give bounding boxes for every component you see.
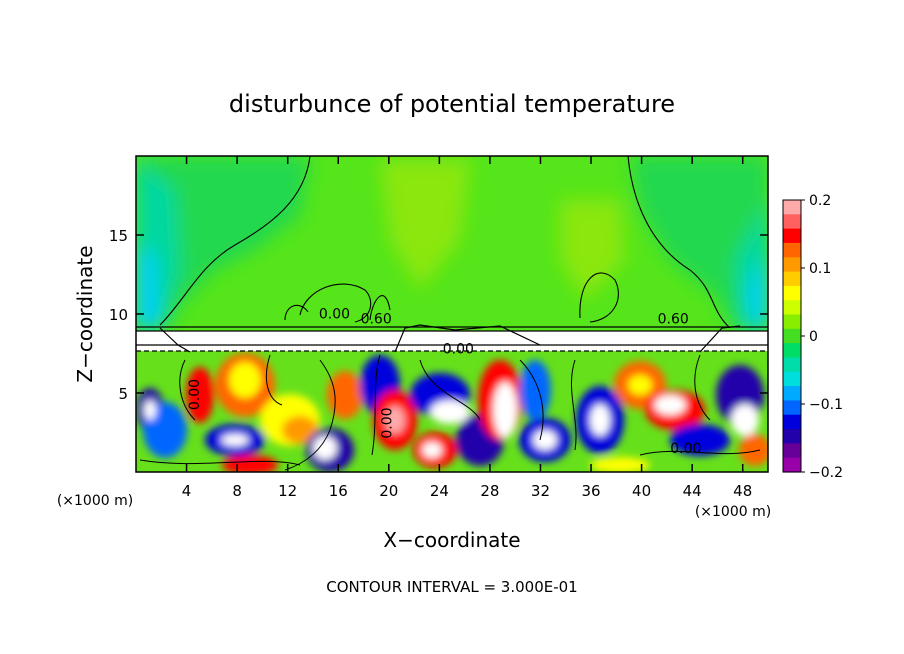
x-axis: 4 8 12 16 20 24 28 32 36 40 44 48 <box>182 156 752 500</box>
colorbar-swatch <box>783 429 801 444</box>
upper-contours <box>159 156 731 329</box>
y-tick-label: 15 <box>109 227 128 245</box>
interface-band <box>136 331 768 351</box>
colorbar-swatch <box>783 314 801 330</box>
plot-area <box>135 155 769 473</box>
contour-label: 0.60 <box>361 311 392 327</box>
colorbar-swatch <box>783 343 801 359</box>
colorbar-tick-label: 0.1 <box>809 261 831 277</box>
x-tick-label: 24 <box>430 482 449 500</box>
colorbar-swatch <box>783 386 801 402</box>
colorbar-swatch <box>783 257 801 273</box>
colorbar-swatch <box>783 200 801 215</box>
x-tick-label: 8 <box>232 482 242 500</box>
colorbar-swatch <box>783 328 801 344</box>
lower-field-cells <box>136 353 768 472</box>
colorbar-swatch <box>783 414 801 430</box>
contour-label: 0.00 <box>319 307 350 323</box>
y-tick-label: 10 <box>109 306 128 324</box>
colorbar-swatch <box>783 214 801 230</box>
contour-labels: 0.00 0.60 0.60 0.00 0.00 0.00 0.00 <box>187 307 701 457</box>
x-tick-label: 20 <box>379 482 398 500</box>
chart-title: disturbunce of potential temperature <box>229 90 675 118</box>
colorbar-swatch <box>783 300 801 316</box>
x-tick-label: 4 <box>182 482 192 500</box>
y-tick-label: 5 <box>118 385 128 403</box>
contour-label: 0.00 <box>670 441 701 457</box>
colorbar-swatch <box>783 228 801 244</box>
contour-label: 0.00 <box>379 407 395 438</box>
colorbar-tick-label: −0.2 <box>809 465 843 481</box>
colorbar-swatch <box>783 371 801 387</box>
x-tick-label: 12 <box>278 482 297 500</box>
colorbar-tick-label: 0.2 <box>809 193 831 209</box>
x-tick-label: 40 <box>632 482 651 500</box>
colorbar-swatch <box>783 400 801 416</box>
contour-label: 0.00 <box>187 379 203 410</box>
colorbar-swatch <box>783 285 801 301</box>
colorbar-tick-label: 0 <box>809 329 818 345</box>
contour-interval-note: CONTOUR INTERVAL = 3.000E-01 <box>326 578 577 596</box>
band-contours <box>136 324 768 353</box>
y-axis-label: Z−coordinate <box>73 245 97 382</box>
x-tick-label: 16 <box>329 482 348 500</box>
x-tick-label: 48 <box>733 482 752 500</box>
contour-label: 0.00 <box>443 342 474 358</box>
colorbar: 0.2 0.1 0 −0.1 −0.2 <box>782 193 843 481</box>
x-unit-left: (×1000 m) <box>57 493 133 509</box>
x-tick-label: 28 <box>480 482 499 500</box>
upper-field-shading <box>136 156 768 330</box>
colorbar-swatch <box>783 457 801 473</box>
x-axis-label: X−coordinate <box>383 528 520 552</box>
colorbar-swatch <box>783 443 801 459</box>
colorbar-swatch <box>783 271 801 287</box>
y-axis: 5 10 15 <box>109 227 768 403</box>
colorbar-swatch <box>783 357 801 373</box>
x-tick-label: 36 <box>581 482 600 500</box>
lower-contours <box>139 354 761 471</box>
x-unit-right: (×1000 m) <box>695 504 771 520</box>
x-tick-label: 32 <box>531 482 550 500</box>
contour-label: 0.60 <box>658 311 689 327</box>
colorbar-swatch <box>783 242 801 258</box>
x-tick-label: 44 <box>683 482 702 500</box>
colorbar-tick-label: −0.1 <box>809 397 843 413</box>
